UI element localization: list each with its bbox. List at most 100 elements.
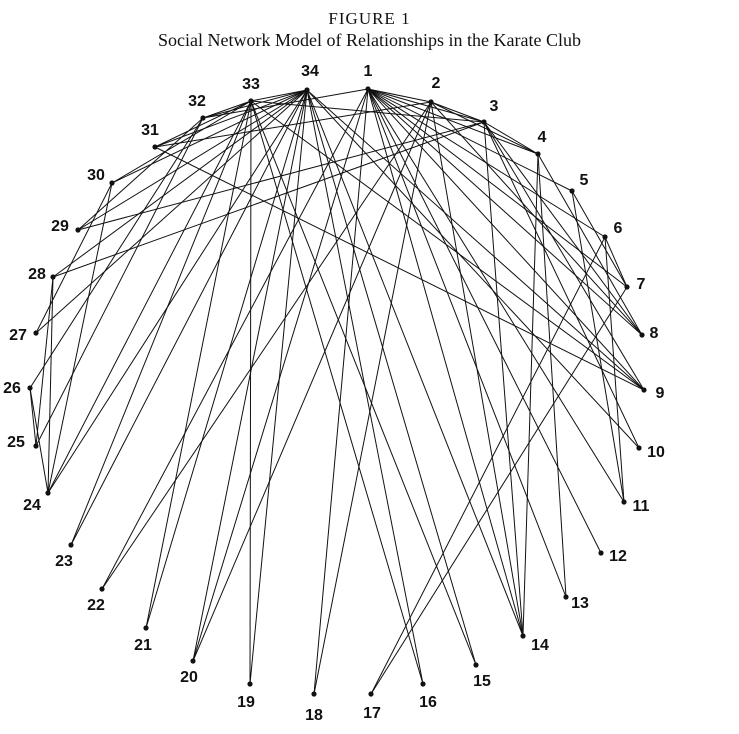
node-label-1: 1 xyxy=(364,63,373,80)
edge-1-5 xyxy=(367,88,573,192)
edge-1-14 xyxy=(367,88,524,637)
node-8 xyxy=(639,332,645,338)
node-label-16: 16 xyxy=(419,694,437,711)
edge-21-34 xyxy=(145,89,308,629)
node-34 xyxy=(304,87,310,93)
edge-1-4 xyxy=(367,88,539,155)
edge-9-33 xyxy=(250,100,645,391)
node-label-9: 9 xyxy=(656,385,665,402)
edge-25-28 xyxy=(35,276,54,447)
node-label-5: 5 xyxy=(580,172,589,189)
node-27 xyxy=(33,330,39,336)
edge-3-14 xyxy=(483,121,524,637)
node-label-7: 7 xyxy=(637,276,646,293)
edge-4-14 xyxy=(522,153,539,637)
edge-9-34 xyxy=(306,89,645,391)
node-label-13: 13 xyxy=(571,595,589,612)
edge-20-34 xyxy=(192,89,308,662)
edge-23-33 xyxy=(70,100,252,546)
figure-title-block: FIGURE 1 Social Network Model of Relatio… xyxy=(0,8,739,51)
edge-1-20 xyxy=(192,88,369,662)
node-label-12: 12 xyxy=(609,548,627,565)
node-label-28: 28 xyxy=(28,266,46,283)
edge-27-34 xyxy=(35,89,308,334)
edge-1-9 xyxy=(367,88,645,391)
node-2 xyxy=(428,99,434,105)
node-label-26: 26 xyxy=(3,380,21,397)
node-label-15: 15 xyxy=(473,673,491,690)
edge-30-33 xyxy=(111,100,252,184)
node-label-31: 31 xyxy=(141,122,159,139)
edge-24-30 xyxy=(47,182,113,494)
node-26 xyxy=(27,385,33,391)
edge-31-33 xyxy=(154,100,252,148)
node-12 xyxy=(598,550,604,556)
edge-3-10 xyxy=(483,121,640,449)
node-label-10: 10 xyxy=(647,444,665,461)
node-label-18: 18 xyxy=(305,707,323,724)
edge-10-34 xyxy=(306,89,640,449)
node-label-14: 14 xyxy=(531,637,549,654)
edge-1-18 xyxy=(313,88,369,695)
edge-2-8 xyxy=(430,101,643,336)
node-label-8: 8 xyxy=(650,325,659,342)
node-13 xyxy=(563,594,569,600)
edge-4-8 xyxy=(537,153,643,336)
edge-4-13 xyxy=(537,153,567,598)
node-layer xyxy=(27,86,647,697)
edge-16-33 xyxy=(250,100,424,685)
edge-5-7 xyxy=(571,190,628,288)
edge-16-34 xyxy=(306,89,424,685)
edge-1-11 xyxy=(367,88,625,503)
node-label-33: 33 xyxy=(242,76,260,93)
node-31 xyxy=(152,144,158,150)
node-18 xyxy=(311,691,317,697)
edge-19-33 xyxy=(249,100,252,685)
node-16 xyxy=(420,681,426,687)
edge-layer xyxy=(29,88,645,695)
node-label-23: 23 xyxy=(55,553,73,570)
edge-3-4 xyxy=(483,121,539,155)
node-14 xyxy=(520,633,526,639)
edge-7-17 xyxy=(370,286,628,695)
edge-2-20 xyxy=(192,101,432,662)
edge-6-7 xyxy=(604,236,628,288)
node-label-32: 32 xyxy=(188,93,206,110)
node-label-25: 25 xyxy=(7,434,25,451)
node-label-2: 2 xyxy=(432,75,441,92)
edge-3-33 xyxy=(250,100,485,123)
node-5 xyxy=(569,188,575,194)
figure-label: FIGURE 1 xyxy=(328,9,411,28)
node-label-34: 34 xyxy=(301,63,319,80)
edge-23-34 xyxy=(70,89,308,546)
edge-25-26 xyxy=(29,387,37,447)
edge-30-34 xyxy=(111,89,308,184)
node-10 xyxy=(636,445,642,451)
edge-28-34 xyxy=(52,89,308,278)
node-3 xyxy=(481,119,487,125)
node-21 xyxy=(143,625,149,631)
node-19 xyxy=(247,681,253,687)
edge-24-34 xyxy=(47,89,308,494)
node-33 xyxy=(248,98,254,104)
edge-24-33 xyxy=(47,100,252,494)
node-25 xyxy=(33,443,39,449)
edge-14-34 xyxy=(306,89,524,637)
node-label-11: 11 xyxy=(633,498,650,515)
edge-2-18 xyxy=(313,101,432,695)
edge-1-8 xyxy=(367,88,643,336)
node-28 xyxy=(50,274,56,280)
node-label-22: 22 xyxy=(87,597,105,614)
edge-5-11 xyxy=(571,190,625,503)
node-20 xyxy=(190,658,196,664)
node-7 xyxy=(624,284,630,290)
node-label-24: 24 xyxy=(23,497,41,514)
edge-1-3 xyxy=(367,88,485,123)
node-label-21: 21 xyxy=(134,637,152,654)
edge-21-33 xyxy=(145,100,252,629)
figure-title: Social Network Model of Relationships in… xyxy=(158,30,581,50)
edge-19-34 xyxy=(249,89,308,685)
node-9 xyxy=(641,387,647,393)
node-4 xyxy=(535,151,541,157)
edge-3-28 xyxy=(52,121,485,278)
